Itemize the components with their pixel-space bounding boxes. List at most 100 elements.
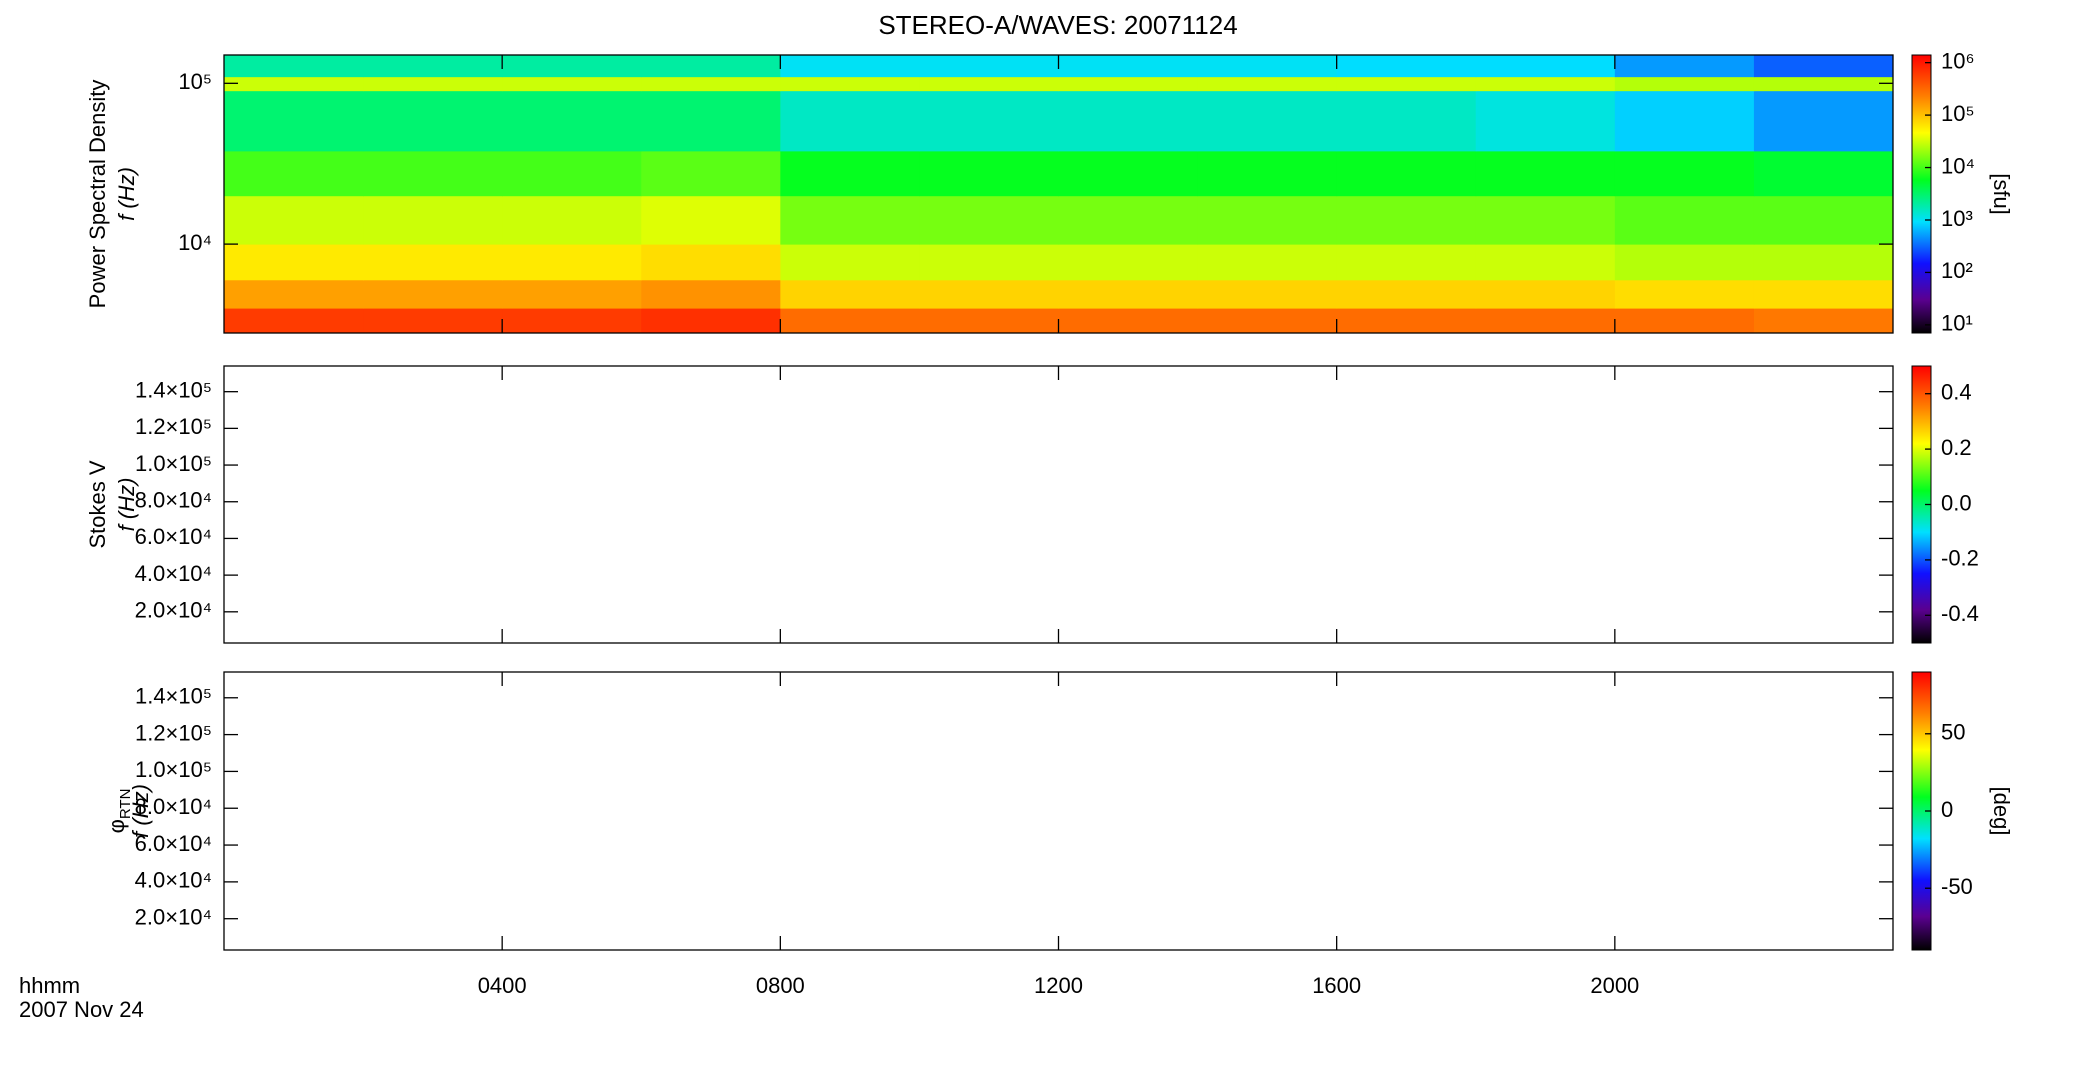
heatmap-cell bbox=[1475, 90, 1616, 152]
heatmap-cell bbox=[919, 150, 1059, 197]
heatmap-cell bbox=[1614, 308, 1755, 334]
heatmap-cell bbox=[1336, 244, 1477, 281]
heatmap-cell bbox=[919, 244, 1059, 281]
heatmap-cell bbox=[1336, 308, 1477, 334]
x-tick-label: 0800 bbox=[756, 973, 805, 998]
heatmap-cell bbox=[1753, 150, 1894, 197]
heatmap-cell bbox=[1475, 195, 1616, 245]
heatmap-cell bbox=[1475, 150, 1616, 197]
y-tick-label: 2.0×10⁴ bbox=[135, 598, 212, 623]
heatmap-cell bbox=[1753, 308, 1894, 334]
heatmap-cell bbox=[1475, 279, 1616, 309]
y-tick-label: 1.2×10⁵ bbox=[135, 720, 212, 745]
heatmap-cell bbox=[1336, 55, 1477, 78]
y-tick-label: 10⁴ bbox=[178, 230, 212, 255]
colorbar-tick-label: 10² bbox=[1941, 258, 1973, 283]
heatmap-cell bbox=[1614, 90, 1755, 152]
heatmap-cell bbox=[363, 244, 503, 281]
heatmap-cell bbox=[919, 76, 1059, 92]
colorbar bbox=[1911, 54, 1932, 334]
heatmap-cell bbox=[1058, 76, 1199, 92]
heatmap-cell bbox=[502, 279, 642, 309]
plot-frame bbox=[223, 365, 1894, 644]
heatmap-cell bbox=[780, 76, 920, 92]
heatmap-cell bbox=[641, 76, 781, 92]
heatmap-cell bbox=[780, 244, 920, 281]
y-tick-label: 1.0×10⁵ bbox=[135, 451, 212, 476]
heatmap-cell bbox=[780, 308, 920, 334]
heatmap-cell bbox=[1058, 244, 1199, 281]
heatmap-cell bbox=[224, 279, 364, 309]
y-tick-label: 4.0×10⁴ bbox=[135, 868, 212, 893]
colorbar-tick-label: -0.4 bbox=[1941, 601, 1979, 626]
heatmap-cell bbox=[1753, 279, 1894, 309]
colorbar-tick-label: -0.2 bbox=[1941, 546, 1979, 571]
heatmap-cell bbox=[1336, 279, 1477, 309]
colorbar-tick-label: 0.4 bbox=[1941, 380, 1972, 405]
heatmap-cell bbox=[1614, 76, 1755, 92]
heatmap-cell bbox=[780, 150, 920, 197]
date-label: 2007 Nov 24 bbox=[19, 997, 144, 1022]
heatmap-cell bbox=[1197, 279, 1338, 309]
heatmap-cell bbox=[1753, 90, 1894, 152]
colorbar-tick-label: 0.0 bbox=[1941, 490, 1972, 515]
y-tick-label: 4.0×10⁴ bbox=[135, 561, 212, 586]
y-axis-label: f (Hz) bbox=[114, 478, 139, 532]
y-tick-label: 1.4×10⁵ bbox=[135, 684, 212, 709]
x-tick-label: 2000 bbox=[1590, 973, 1639, 998]
heatmap-cell bbox=[780, 90, 920, 152]
y-tick-label: 8.0×10⁴ bbox=[135, 794, 212, 819]
heatmap-cell bbox=[1614, 195, 1755, 245]
plot-frame bbox=[223, 671, 1894, 951]
heatmap-cell bbox=[919, 90, 1059, 152]
heatmap-cell bbox=[641, 90, 781, 152]
heatmap-cell bbox=[1197, 90, 1338, 152]
heatmap-cell bbox=[1197, 55, 1338, 78]
heatmap-cell bbox=[919, 195, 1059, 245]
colorbar-tick-label: 10⁵ bbox=[1941, 101, 1975, 126]
heatmap-cell bbox=[780, 195, 920, 245]
heatmap-cell bbox=[502, 150, 642, 197]
y-tick-label: 6.0×10⁴ bbox=[135, 831, 212, 856]
heatmap-cell bbox=[1058, 90, 1199, 152]
heatmap-cell bbox=[1058, 150, 1199, 197]
heatmap-cell bbox=[1475, 308, 1616, 334]
heatmap-cell bbox=[502, 76, 642, 92]
heatmap-cell bbox=[919, 55, 1059, 78]
heatmap-cell bbox=[363, 55, 503, 78]
heatmap-cell bbox=[224, 90, 364, 152]
y-tick-label: 1.4×10⁵ bbox=[135, 377, 212, 402]
colorbar-label: [deg] bbox=[1989, 787, 2014, 836]
y-tick-label: 1.0×10⁵ bbox=[135, 757, 212, 782]
x-axis-label: hhmm bbox=[19, 973, 80, 998]
x-tick-label: 0400 bbox=[478, 973, 527, 998]
chart-title: STEREO-A/WAVES: 20071124 bbox=[878, 10, 1237, 40]
heatmap-cell bbox=[1475, 244, 1616, 281]
heatmap-cell bbox=[502, 308, 642, 334]
y-tick-label: 1.2×10⁵ bbox=[135, 414, 212, 439]
heatmap-cell bbox=[363, 308, 503, 334]
heatmap-cell bbox=[224, 55, 364, 78]
colorbar-tick-label: 0.2 bbox=[1941, 435, 1972, 460]
heatmap-cell bbox=[224, 308, 364, 334]
colorbar-tick-label: -50 bbox=[1941, 874, 1973, 899]
heatmap-cell bbox=[1614, 244, 1755, 281]
heatmap-cell bbox=[1197, 308, 1338, 334]
heatmap-cell bbox=[1614, 150, 1755, 197]
heatmap-cell bbox=[1058, 308, 1199, 334]
heatmap-cell bbox=[919, 308, 1059, 334]
colorbar-tick-label: 10³ bbox=[1941, 206, 1973, 231]
heatmap-cell bbox=[224, 150, 364, 197]
y-tick-label: 6.0×10⁴ bbox=[135, 524, 212, 549]
heatmap-cell bbox=[224, 76, 364, 92]
heatmap-cell bbox=[502, 55, 642, 78]
heatmap-cell bbox=[502, 244, 642, 281]
y-axis-label: Power Spectral Density bbox=[85, 80, 110, 309]
heatmap-cell bbox=[1475, 55, 1616, 78]
heatmap-cell bbox=[1753, 76, 1894, 92]
heatmap-cell bbox=[363, 150, 503, 197]
heatmap-cell bbox=[1058, 195, 1199, 245]
heatmap-cell bbox=[641, 279, 781, 309]
